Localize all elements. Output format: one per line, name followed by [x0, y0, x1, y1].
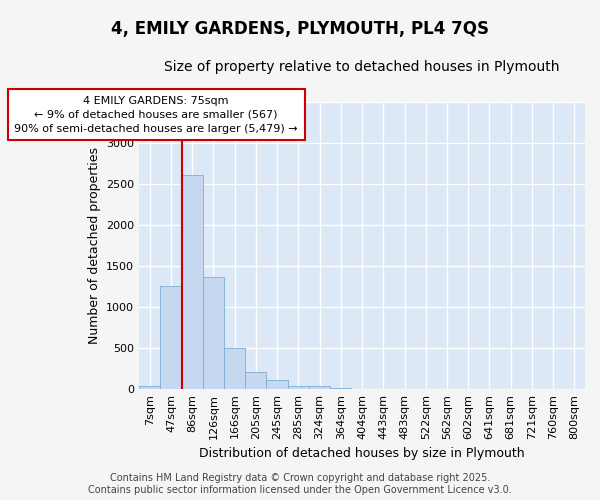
Bar	[266, 380, 288, 389]
Bar	[309, 386, 330, 389]
Y-axis label: Number of detached properties: Number of detached properties	[88, 146, 101, 344]
Bar	[139, 386, 160, 389]
Bar	[182, 176, 203, 389]
Text: 4, EMILY GARDENS, PLYMOUTH, PL4 7QS: 4, EMILY GARDENS, PLYMOUTH, PL4 7QS	[111, 20, 489, 38]
Bar	[224, 348, 245, 389]
Title: Size of property relative to detached houses in Plymouth: Size of property relative to detached ho…	[164, 60, 560, 74]
Bar	[203, 277, 224, 389]
X-axis label: Distribution of detached houses by size in Plymouth: Distribution of detached houses by size …	[199, 447, 525, 460]
Text: Contains HM Land Registry data © Crown copyright and database right 2025.
Contai: Contains HM Land Registry data © Crown c…	[88, 474, 512, 495]
Text: 4 EMILY GARDENS: 75sqm
← 9% of detached houses are smaller (567)
90% of semi-det: 4 EMILY GARDENS: 75sqm ← 9% of detached …	[14, 96, 298, 134]
Bar	[245, 372, 266, 389]
Bar	[160, 286, 182, 389]
Bar	[288, 386, 309, 389]
